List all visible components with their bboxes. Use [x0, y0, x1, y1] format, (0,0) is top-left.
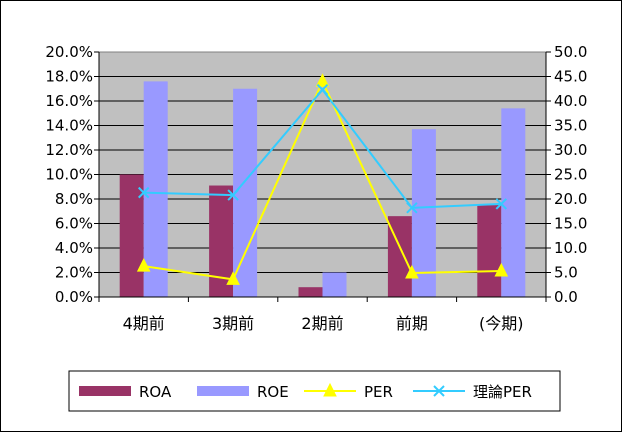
marker-series-2-4 — [406, 202, 418, 214]
left-tick-label: 8.0% — [55, 190, 93, 208]
marker-series-2-1 — [137, 186, 150, 199]
plot-area — [98, 51, 547, 298]
marker-series-2-5 — [495, 198, 508, 210]
right-tick-label: 20.0 — [554, 190, 587, 208]
marker-series-1-2 — [226, 271, 240, 285]
left-tick-label: 10.0% — [45, 166, 93, 184]
left-tick-label: 14.0% — [45, 117, 93, 135]
right-tick-label: 35.0 — [554, 117, 587, 135]
left-tick-label: 12.0% — [45, 141, 93, 159]
legend-label-3: PER — [364, 383, 393, 401]
right-tick-label: 45.0 — [554, 68, 587, 86]
legend-label-2: ROE — [257, 383, 289, 401]
left-tick-label: 18.0% — [45, 68, 93, 86]
bar-roe-3 — [322, 272, 347, 297]
right-tick-label: 0.0 — [554, 288, 578, 306]
marker-series-2-3 — [316, 84, 329, 96]
category-label: 3期前 — [212, 314, 254, 333]
right-tick-label: 40.0 — [554, 92, 587, 110]
marker-series-1-1 — [136, 258, 151, 272]
left-axis: 0.0% 2.0% 4.0% 6.0% 8.0% 10.0% 12.0% 14.0% 16.0%… — [45, 43, 100, 306]
marker-series-1-3 — [315, 73, 330, 87]
category-label: 2期前 — [301, 314, 343, 333]
legend-label-1: ROA — [139, 383, 172, 401]
bar-roa-5 — [477, 205, 502, 297]
category-label: (今期) — [479, 314, 524, 333]
category-label: 4期前 — [123, 314, 165, 333]
right-tick-label: 50.0 — [554, 43, 587, 61]
right-tick-label: 10.0 — [554, 239, 587, 257]
right-axis: 0.0 5.0 10.0 15.0 20.0 25.0 30.0 35.0 40.0 45.0 50… — [545, 43, 587, 306]
bar-roa-1 — [119, 174, 144, 297]
legend: ROA ROE PER 理論PER — [68, 370, 561, 412]
left-tick-label: 16.0% — [45, 92, 93, 110]
category-label: 前期 — [396, 314, 428, 333]
marker-series-2-2 — [227, 189, 239, 201]
left-tick-label: 0.0% — [55, 288, 93, 306]
legend-swatch-roe — [197, 386, 249, 396]
right-tick-label: 25.0 — [554, 166, 587, 184]
bar-roa-3 — [298, 287, 323, 297]
left-tick-label: 2.0% — [55, 264, 93, 282]
legend-marker-3 — [323, 382, 337, 397]
left-tick-label: 6.0% — [55, 215, 93, 233]
bar-roe-2 — [233, 88, 258, 297]
right-tick-label: 30.0 — [554, 141, 587, 159]
legend-swatch-roa — [79, 386, 131, 396]
category-axis: 4期前 3期前 2期前 前期 (今期) — [98, 296, 547, 333]
left-tick-label: 4.0% — [55, 239, 93, 257]
legend-marker-4 — [433, 385, 445, 397]
marker-series-1-5 — [494, 262, 509, 277]
right-tick-label: 5.0 — [554, 264, 578, 282]
marker-series-1-4 — [405, 264, 419, 279]
bar-roe-5 — [501, 108, 526, 297]
legend-label-4: 理論PER — [473, 383, 532, 401]
left-tick-label: 20.0% — [45, 43, 93, 61]
right-tick-label: 15.0 — [554, 215, 587, 233]
